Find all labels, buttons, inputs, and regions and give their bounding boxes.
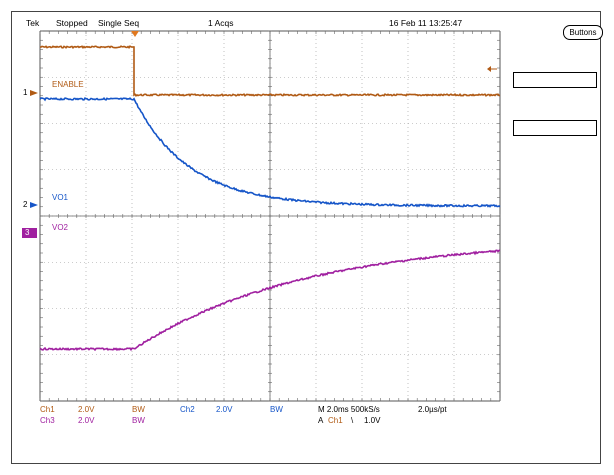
ch1-trace-label: ENABLE <box>52 80 84 89</box>
ch2-marker <box>30 202 38 208</box>
timebase-readout: M 2.0ms 500kS/s <box>318 405 380 414</box>
ch2-name: Ch2 <box>180 405 195 414</box>
graticule <box>39 30 501 402</box>
buttons-button[interactable]: Buttons <box>563 25 603 40</box>
side-menu-box-2[interactable] <box>513 120 597 136</box>
ch3-marker <box>22 228 37 238</box>
trigger-prefix: A <box>318 416 324 425</box>
date-time: 16 Feb 11 13:25:47 <box>389 18 463 28</box>
ch3-name: Ch3 <box>40 416 55 425</box>
ch2-marker-number: 2 <box>23 200 28 209</box>
trigger-position-marker <box>131 31 139 37</box>
acq-state: Stopped <box>56 18 88 28</box>
ch1-enable-trace <box>39 45 501 98</box>
ch1-marker <box>30 90 38 96</box>
ch1-scale: 2.0V <box>78 405 95 414</box>
ch2-vo1-trace <box>39 96 501 208</box>
resolution-readout: 2.0µs/pt <box>418 405 447 414</box>
ch2-trace-label: VO1 <box>52 193 69 202</box>
acq-count: 1 Acqs <box>208 18 234 28</box>
brand-label: Tek <box>26 18 40 28</box>
acq-mode: Single Seq <box>98 18 140 28</box>
trigger-slope-icon: \ <box>351 416 354 425</box>
ch3-scale: 2.0V <box>78 416 95 425</box>
ch2-bw-limit: BW <box>270 405 283 414</box>
ch3-vo2-trace <box>39 249 501 352</box>
ch1-name: Ch1 <box>40 405 55 414</box>
ch3-marker-number: 3 <box>25 228 30 237</box>
trigger-level-arrow <box>487 66 497 72</box>
ch1-bw-limit: BW <box>132 405 145 414</box>
status-bar: Tek Stopped Single Seq 1 Acqs 16 Feb 11 … <box>12 14 502 28</box>
scope-frame <box>11 11 601 464</box>
ch3-trace-label: VO2 <box>52 223 69 232</box>
trigger-source: Ch1 <box>328 416 343 425</box>
trigger-level: 1.0V <box>364 416 381 425</box>
ch1-marker-number: 1 <box>23 88 28 97</box>
side-menu-box-1[interactable] <box>513 72 597 88</box>
ch3-bw-limit: BW <box>132 416 145 425</box>
ch2-scale: 2.0V <box>216 405 233 414</box>
